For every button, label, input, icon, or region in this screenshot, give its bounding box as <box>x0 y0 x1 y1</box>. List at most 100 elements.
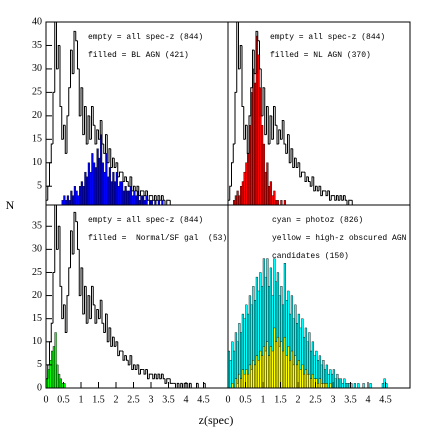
histogram-step <box>115 162 118 168</box>
histogram-step <box>344 195 347 201</box>
histogram-step <box>365 204 368 205</box>
x-tick-label: 4.5 <box>197 394 210 405</box>
histogram-step <box>106 134 109 164</box>
bar <box>205 204 208 205</box>
bar <box>58 373 61 388</box>
bar <box>320 383 323 388</box>
histogram-step <box>290 148 293 163</box>
x-tick-label: 3.5 <box>344 394 357 405</box>
histogram-step <box>87 295 90 324</box>
histogram-step <box>47 185 50 201</box>
histogram-step <box>196 382 199 388</box>
bar <box>315 204 318 205</box>
histogram-step <box>143 369 146 375</box>
histogram-step <box>269 115 272 144</box>
histogram-step <box>380 205 382 210</box>
bar <box>82 186 85 205</box>
legend-entry: empty = all spec-z (844) <box>88 216 204 225</box>
bar <box>373 204 376 205</box>
histogram-step <box>148 195 151 201</box>
histogram-step <box>255 30 258 74</box>
y-tick-label: 30 <box>32 244 42 255</box>
legend-entry: cyan = photoz (826) <box>272 216 364 225</box>
histogram-step <box>85 106 88 145</box>
bar <box>376 204 379 205</box>
histogram-step <box>267 106 270 145</box>
bar <box>276 336 279 388</box>
histogram-step <box>117 341 120 357</box>
bar <box>271 195 274 205</box>
histogram-step <box>315 185 318 191</box>
bar <box>388 204 391 205</box>
histogram-step <box>155 374 158 380</box>
bar <box>191 204 194 205</box>
bar <box>285 355 288 388</box>
y-tick-label: 5 <box>37 181 42 192</box>
bar <box>381 204 384 205</box>
bar <box>243 171 246 205</box>
histogram-step <box>266 105 269 135</box>
bar <box>311 373 314 388</box>
histogram-step <box>91 285 94 319</box>
histogram-step <box>257 31 260 42</box>
bar <box>121 181 124 205</box>
histogram-step <box>110 327 113 347</box>
histogram-step <box>348 199 351 205</box>
bar <box>233 200 236 205</box>
histogram-step <box>70 49 73 88</box>
histogram-step <box>56 22 59 70</box>
histogram-step <box>152 195 155 201</box>
histogram-step <box>127 181 130 187</box>
bar <box>362 383 365 388</box>
bar <box>63 195 66 205</box>
bar <box>381 383 384 388</box>
histogram-step <box>183 204 186 205</box>
histogram-step <box>157 373 160 379</box>
histogram-step <box>145 369 148 375</box>
bar <box>79 186 82 205</box>
y-tick-label: 30 <box>32 63 42 74</box>
histogram-step <box>46 199 48 205</box>
bar <box>264 171 267 205</box>
histogram-step <box>292 148 295 168</box>
histogram-step <box>64 125 67 154</box>
legend: cyan = photoz (826) yellow = high-z obsc… <box>272 212 414 266</box>
histogram-step <box>281 120 284 140</box>
bar <box>317 204 320 205</box>
histogram-step <box>96 129 99 144</box>
bar <box>275 341 278 388</box>
histogram-step <box>99 120 102 140</box>
bar <box>175 204 178 205</box>
bar <box>49 204 52 205</box>
bar <box>262 346 265 388</box>
histogram-step <box>191 205 193 210</box>
bar <box>54 332 57 388</box>
bar <box>77 195 80 205</box>
bar <box>385 204 388 205</box>
bar <box>124 186 127 205</box>
histogram-step <box>89 295 92 320</box>
histogram-step <box>122 351 125 361</box>
histogram-step <box>119 171 122 177</box>
histogram-step <box>138 186 141 197</box>
histogram-step <box>124 176 127 182</box>
histogram-step <box>124 355 127 361</box>
histogram-step <box>108 327 111 342</box>
histogram-step <box>80 87 83 116</box>
bar <box>357 204 360 205</box>
histogram-step <box>147 190 150 201</box>
x-tick-label: 0 <box>44 394 49 405</box>
bar <box>240 186 243 205</box>
histogram-step <box>133 364 136 370</box>
bar <box>51 350 54 388</box>
histogram-step <box>78 249 81 297</box>
bar <box>66 195 69 205</box>
histogram-step <box>234 91 237 144</box>
y-tick-label: 15 <box>32 134 42 145</box>
bar <box>184 204 187 205</box>
histogram-step <box>188 205 190 210</box>
y-tick-label: 10 <box>32 336 42 347</box>
histogram-step <box>134 186 137 192</box>
histogram-step <box>189 204 192 205</box>
bar <box>313 204 316 205</box>
